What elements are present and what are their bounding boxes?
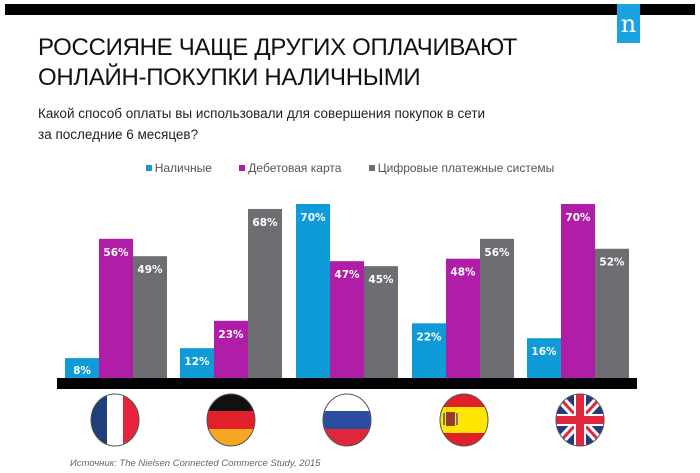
bar-cash-france (65, 358, 99, 378)
bar-debit-france (99, 238, 133, 378)
flag-spain-icon (440, 394, 488, 446)
data-label-debit-germany: 23% (218, 329, 244, 341)
data-label-cash-united-kingdom: 16% (531, 346, 557, 358)
legend-label-digital: Цифровые платежные системы (377, 161, 555, 175)
flag-russia-icon (323, 394, 371, 446)
legend-label-cash: Наличные (154, 161, 212, 175)
legend-swatch-digital (368, 165, 375, 171)
data-label-debit-spain: 48% (450, 267, 476, 279)
bar-cash-germany (180, 348, 214, 378)
data-label-debit-united-kingdom: 70% (565, 212, 591, 224)
bar-debit-russia (330, 261, 364, 378)
bar-digital-germany (248, 208, 282, 378)
data-label-cash-france: 8% (73, 365, 91, 377)
source-note: Источник: The Nielsen Connected Commerce… (70, 458, 321, 469)
data-label-debit-russia: 47% (334, 269, 360, 281)
data-label-digital-germany: 68% (252, 217, 278, 229)
bar-debit-united-kingdom (561, 204, 595, 378)
data-label-cash-germany: 12% (184, 356, 210, 368)
legend-item-debit: Дебетовая карта (239, 161, 341, 175)
bar-digital-spain (480, 238, 514, 378)
legend-item-cash: Наличные (145, 161, 212, 175)
data-label-digital-russia: 45% (368, 274, 394, 286)
chart-subtitle: Какой способ оплаты вы использовали для … (38, 103, 485, 145)
page-title: РОССИЯНЕ ЧАЩЕ ДРУГИХ ОПЛАЧИВАЮТ ОНЛАЙН-П… (38, 33, 517, 93)
chart-legend: Наличные Дебетовая карта Цифровые платеж… (0, 161, 700, 175)
subtitle-line-1: Какой способ оплаты вы использовали для … (38, 106, 486, 121)
legend-swatch-debit (239, 165, 246, 171)
title-line-1: РОССИЯНЕ ЧАЩЕ ДРУГИХ ОПЛАЧИВАЮТ (38, 34, 518, 61)
flag-france-icon (91, 394, 139, 446)
bar-digital-russia (364, 266, 398, 378)
flag-germany-icon (207, 394, 255, 446)
x-axis-bar (57, 378, 637, 389)
bar-cash-russia (296, 204, 330, 378)
legend-label-debit: Дебетовая карта (248, 161, 342, 175)
data-label-cash-russia: 70% (300, 212, 326, 224)
data-label-digital-united-kingdom: 52% (599, 257, 625, 269)
title-line-2: ОНЛАЙН-ПОКУПКИ НАЛИЧНЫМИ (38, 64, 421, 91)
bar-cash-united-kingdom (527, 338, 561, 378)
bar-digital-united-kingdom (595, 248, 629, 378)
data-label-cash-spain: 22% (416, 331, 442, 343)
data-label-digital-france: 49% (137, 264, 163, 276)
subtitle-line-2: за последние 6 месяцев? (38, 127, 199, 142)
legend-item-digital: Цифровые платежные системы (368, 161, 555, 175)
header-bar (5, 4, 695, 15)
nielsen-logo: n (617, 4, 640, 43)
data-label-debit-france: 56% (103, 247, 129, 259)
bar-cash-spain (412, 323, 446, 378)
legend-swatch-cash (145, 165, 152, 171)
data-label-digital-spain: 56% (484, 247, 510, 259)
bar-debit-spain (446, 258, 480, 378)
flag-uk-icon (556, 394, 604, 446)
bar-digital-france (133, 256, 167, 378)
bar-debit-germany (214, 320, 248, 378)
